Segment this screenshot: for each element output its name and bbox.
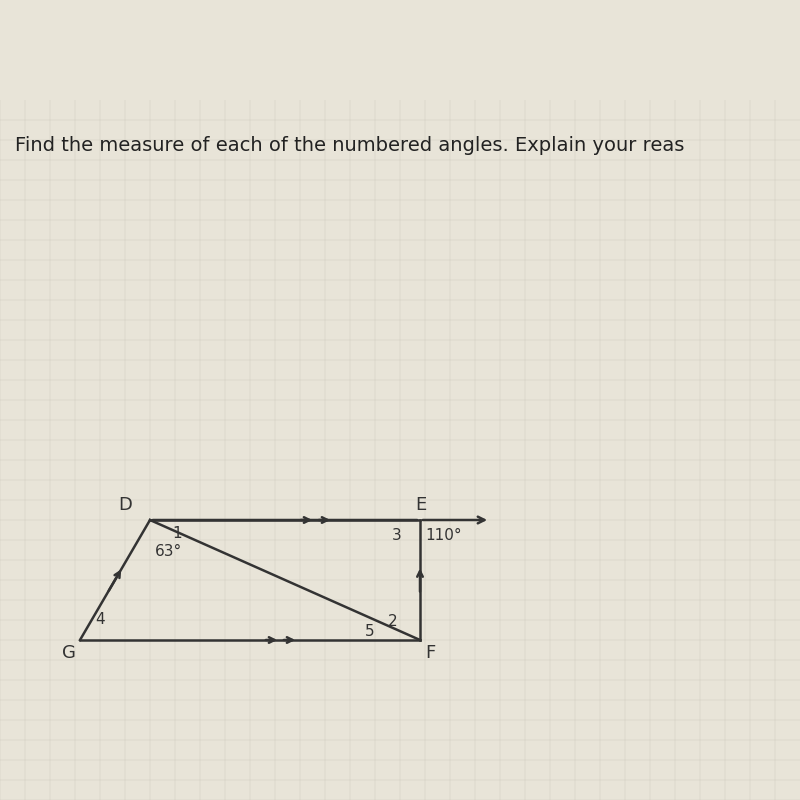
Text: 5: 5 — [365, 624, 374, 639]
Text: G: G — [62, 643, 76, 662]
Text: Find the measure of each of the numbered angles. Explain your reas: Find the measure of each of the numbered… — [15, 136, 684, 155]
Text: 63°: 63° — [155, 544, 182, 559]
Text: 3: 3 — [392, 528, 402, 543]
Text: 110°: 110° — [425, 528, 462, 543]
Text: 2: 2 — [388, 614, 398, 629]
Text: 1: 1 — [172, 526, 182, 541]
Text: E: E — [415, 496, 426, 514]
Text: D: D — [118, 496, 132, 514]
Text: 4: 4 — [95, 612, 105, 627]
Text: 21_22_DC_Geometry_SGO_BL: 21_22_DC_Geometry_SGO_BL — [8, 29, 589, 67]
Text: F: F — [425, 643, 435, 662]
